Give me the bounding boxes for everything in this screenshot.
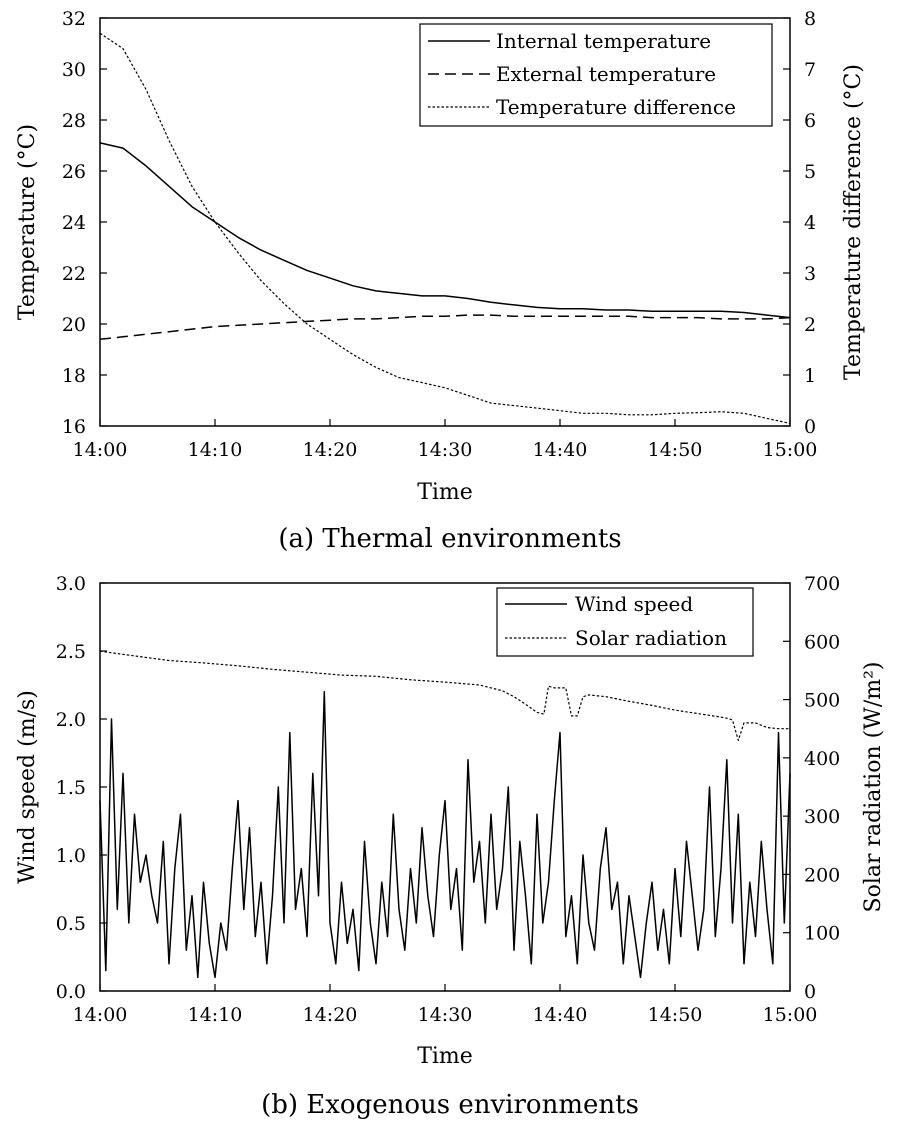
y-tick-label: 24 xyxy=(62,212,86,234)
series-line-temperature-difference xyxy=(99,32,791,424)
y2-tick-label: 7 xyxy=(804,59,816,81)
x-tick-label: 15:00 xyxy=(763,439,818,461)
chart-caption: (b) Exogenous environments xyxy=(261,1090,639,1120)
y-tick-label: 2.0 xyxy=(56,709,86,731)
y2-tick-label: 300 xyxy=(804,806,840,828)
y2-tick-label: 200 xyxy=(804,864,840,886)
x-tick-label: 14:30 xyxy=(418,1004,473,1026)
series-line-internal-temperature xyxy=(99,142,791,319)
y-tick-label: 2.5 xyxy=(56,641,86,663)
x-tick-label: 14:40 xyxy=(533,439,588,461)
y2-tick-label: 5 xyxy=(804,161,816,183)
x-tick-label: 14:50 xyxy=(648,1004,703,1026)
y2-tick-label: 6 xyxy=(804,110,816,132)
x-tick-label: 14:00 xyxy=(73,439,128,461)
y-tick-label: 30 xyxy=(62,59,86,81)
legend-label-internal-temperature: Internal temperature xyxy=(496,29,711,53)
series-line-solar-radiation xyxy=(99,650,790,741)
y-tick-label: 1.5 xyxy=(56,777,86,799)
x-axis-title: Time xyxy=(417,480,473,505)
x-tick-label: 14:50 xyxy=(648,439,703,461)
y-tick-label: 0.5 xyxy=(56,913,86,935)
series-lines xyxy=(99,32,791,424)
y2-tick-label: 600 xyxy=(804,631,840,653)
y2-tick-label: 700 xyxy=(804,573,840,595)
legend-label-temperature-difference: Temperature difference xyxy=(496,95,736,119)
y2-tick-label: 0 xyxy=(804,416,816,438)
x-tick-label: 14:20 xyxy=(303,439,358,461)
y2-tick-label: 8 xyxy=(804,8,816,30)
y-axis-title: Wind speed (m/s) xyxy=(15,690,40,884)
y-tick-label: 26 xyxy=(62,161,86,183)
x-tick-label: 14:00 xyxy=(73,1004,128,1026)
y2-tick-label: 2 xyxy=(804,314,816,336)
y2-tick-label: 0 xyxy=(804,981,816,1003)
x-tick-label: 14:10 xyxy=(188,1004,243,1026)
y2-tick-label: 4 xyxy=(804,212,816,234)
chart-caption: (a) Thermal environments xyxy=(278,524,621,554)
y2-axis-title: Temperature difference (°C) xyxy=(841,64,866,380)
y-tick-label: 28 xyxy=(62,110,86,132)
y2-tick-label: 100 xyxy=(804,923,840,945)
y2-axis-title: Solar radiation (W/m²) xyxy=(861,661,886,912)
y-axis-title: Temperature (°C) xyxy=(15,124,40,320)
series-lines xyxy=(99,650,791,979)
y2-tick-label: 400 xyxy=(804,748,840,770)
x-axis-title: Time xyxy=(417,1044,473,1069)
y-tick-label: 20 xyxy=(62,314,86,336)
legend-label-external-temperature: External temperature xyxy=(496,62,716,86)
y2-tick-label: 500 xyxy=(804,690,840,712)
x-tick-label: 15:00 xyxy=(763,1004,818,1026)
y-tick-label: 1.0 xyxy=(56,845,86,867)
x-tick-label: 14:30 xyxy=(418,439,473,461)
y-tick-label: 16 xyxy=(62,416,86,438)
x-tick-label: 14:10 xyxy=(188,439,243,461)
series-line-external-temperature xyxy=(99,314,791,341)
axis-ticks: 14:00 14:10 14:20 14:30 14:40 14:50 15:00 0.0 0.… xyxy=(56,573,840,1026)
series-line-wind-speed xyxy=(99,691,791,979)
legend: Wind speed Solar radiation xyxy=(496,587,754,657)
x-tick-label: 14:20 xyxy=(303,1004,358,1026)
legend-box xyxy=(496,587,754,657)
y-tick-label: 18 xyxy=(62,365,86,387)
y-tick-label: 3.0 xyxy=(56,573,86,595)
chart-exogenous-environments: 14:00 14:10 14:20 14:30 14:40 14:50 15:00 0.0 0.… xyxy=(15,573,886,1120)
y2-tick-label: 3 xyxy=(804,263,816,285)
chart-thermal-environments: 14:00 14:10 14:20 14:30 14:40 14:50 15:0016182… xyxy=(15,8,866,554)
axis-ticks: 14:00 14:10 14:20 14:30 14:40 14:50 15:0016182… xyxy=(62,8,818,461)
y-tick-label: 32 xyxy=(62,8,86,30)
legend-label-solar-radiation: Solar radiation xyxy=(575,626,727,650)
legend-label-wind-speed: Wind speed xyxy=(575,592,693,616)
y2-tick-label: 1 xyxy=(804,365,816,387)
legend: Internal temperature External temperatur… xyxy=(419,23,773,127)
x-tick-label: 14:40 xyxy=(533,1004,588,1026)
y-tick-label: 22 xyxy=(62,263,86,285)
y-tick-label: 0.0 xyxy=(56,981,86,1003)
